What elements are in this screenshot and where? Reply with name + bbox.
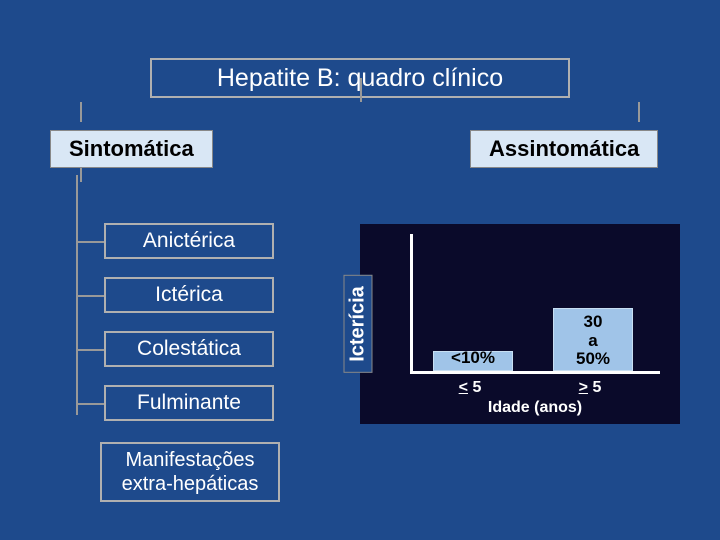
chart-xlabel: Idade (anos) xyxy=(410,399,660,417)
branch-bracket xyxy=(80,102,640,122)
symptomatic-list: Anictérica Ictérica Colestática Fulminan… xyxy=(60,175,320,421)
bar-under5: <10% xyxy=(433,351,513,371)
item-icterica: Ictérica xyxy=(104,277,274,313)
bar-under5-label: <10% xyxy=(434,349,512,368)
bar-over5: 30a50% xyxy=(553,308,633,371)
xtick-over5: > 5 xyxy=(550,379,630,397)
item-fulminante: Fulminante xyxy=(104,385,274,421)
bar-over5-label: 30a50% xyxy=(554,313,632,369)
heading-symptomatic: Sintomática xyxy=(50,130,213,168)
ictericia-chart: Icterícia <10% 30a50% < 5 > 5 Idade (ano… xyxy=(360,224,680,424)
chart-ylabel: Icterícia xyxy=(344,275,373,373)
heading-asymptomatic: Assintomática xyxy=(470,130,658,168)
chart-plot-area: <10% 30a50% xyxy=(410,234,660,374)
xtick-under5: < 5 xyxy=(430,379,510,397)
item-anicterica: Anictérica xyxy=(104,223,274,259)
item-colestatica: Colestática xyxy=(104,331,274,367)
item-extrahepatic: Manifestações extra-hepáticas xyxy=(100,442,280,502)
